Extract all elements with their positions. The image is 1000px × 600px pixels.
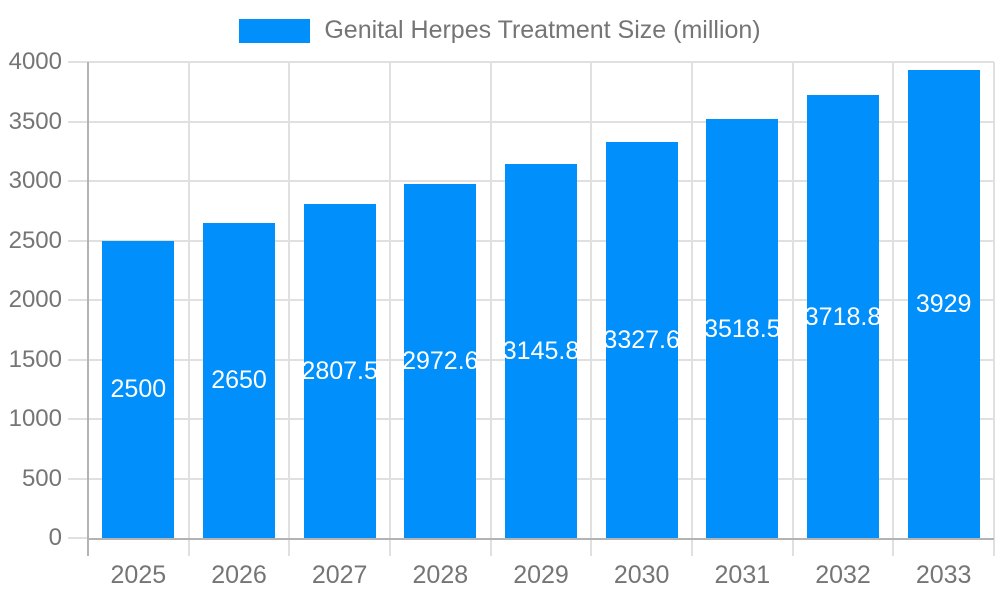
y-axis-label: 0 [48,524,62,551]
bar-2030[interactable]: 3327.6 [603,142,680,538]
x-axis-tick [993,540,995,556]
x-axis-tick [489,540,492,556]
bar-2032[interactable]: 3718.8 [804,95,882,538]
y-gridline [88,61,994,63]
x-axis-label: 2025 [110,561,167,589]
y-gridline [88,120,994,123]
bar-value-label: 3145.8 [502,336,580,365]
x-axis-label: 2032 [815,561,871,589]
y-axis-tick [68,180,88,182]
bar-value-label: 2500 [110,375,167,404]
legend[interactable]: Genital Herpes Treatment Size (million) [0,16,1000,45]
x-axis-tick [389,540,391,556]
bar-2029[interactable]: 3145.8 [502,163,580,538]
y-axis-label: 1500 [8,345,62,373]
x-gridline [691,62,693,540]
x-axis-label: 2033 [915,561,972,589]
bar-value-label: 2650 [211,366,267,395]
y-axis-tick [68,239,88,242]
x-axis-label: 2029 [513,561,569,589]
y-axis-tick [68,299,88,301]
y-axis-label: 3000 [8,167,62,194]
bar-value-label: 3327.6 [603,326,680,354]
x-axis-tick [791,540,794,556]
bar-value-label: 3718.8 [804,302,882,331]
y-axis-tick [68,61,88,63]
x-axis-label: 2026 [211,561,267,589]
bar-value-label: 2807.5 [301,356,378,385]
x-axis-label: 2030 [613,561,670,589]
x-axis-tick [691,540,693,556]
y-axis-tick [68,358,88,361]
y-axis-tick [68,418,88,420]
y-axis-label: 3500 [8,107,62,135]
x-gridline [288,62,291,540]
x-gridline [389,62,391,540]
x-axis-label: 2031 [714,561,771,589]
x-axis-tick [590,540,593,556]
x-axis-tick [187,540,190,556]
legend-marker-icon [239,18,311,43]
plot-area: 0 500 1000 1500 2000 2500 3000 3500 4000 2500 2025… [9,48,995,589]
x-gridline [993,62,995,540]
bar-value-label: 3518.5 [704,314,781,343]
bar-2033[interactable]: 3929 [907,70,980,538]
bar-2031[interactable]: 3518.5 [704,119,781,538]
x-gridline [590,62,593,540]
y-axis-tick [68,477,88,480]
bar-value-label: 3929 [915,290,972,319]
legend-label: Genital Herpes Treatment Size (million) [324,16,761,44]
y-axis-tick [68,120,88,123]
bar-2027[interactable]: 2807.5 [301,203,378,538]
x-gridline [791,62,794,540]
bar-value-label: 2972.6 [402,347,479,376]
y-axis-label: 2000 [8,286,62,313]
x-axis-label: 2027 [311,561,368,589]
y-axis-label: 2500 [8,226,62,254]
y-axis-line [87,62,89,556]
y-axis-tick [68,537,88,539]
x-axis-tick [892,540,895,556]
bar-2028[interactable]: 2972.6 [402,184,479,538]
x-axis-label: 2028 [412,561,469,589]
x-axis-line [88,538,994,540]
bar-2025[interactable]: 2500 [102,240,175,538]
x-gridline [892,62,895,540]
x-gridline [187,62,190,540]
x-gridline [489,62,492,540]
bar-2026[interactable]: 2650 [203,222,275,538]
x-axis-tick [288,540,291,556]
y-axis-label: 500 [21,464,62,492]
y-axis-label: 1000 [8,405,62,432]
y-axis-label: 4000 [8,48,62,75]
